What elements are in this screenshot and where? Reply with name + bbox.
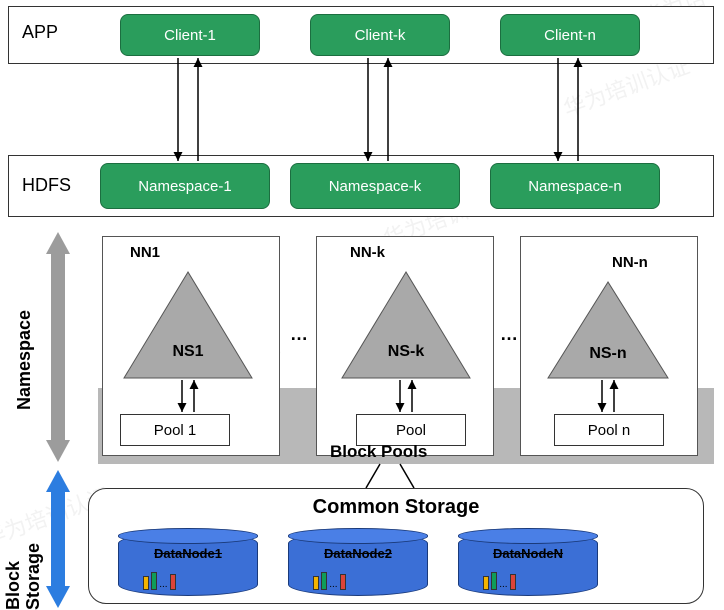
client-n-label: Client-n	[544, 27, 596, 44]
bars-n: ...	[483, 572, 515, 590]
client-box-k: Client-k	[310, 14, 450, 56]
hdfs-label: HDFS	[22, 175, 71, 196]
pool-1: Pool 1	[120, 414, 230, 446]
namespace-box-1: Namespace-1	[100, 163, 270, 209]
nnk-title: NN-k	[350, 244, 385, 261]
datanode-1: DataNode1 ...	[118, 532, 258, 596]
nnn-title: NN-n	[612, 254, 648, 271]
namespace-box-k: Namespace-k	[290, 163, 460, 209]
namespace-vert-label: Namespace	[14, 270, 35, 410]
namespace-box-n: Namespace-n	[490, 163, 660, 209]
datanode-n: DataNodeN ...	[458, 532, 598, 596]
datanode-2: DataNode2 ...	[288, 532, 428, 596]
dots-1: …	[290, 324, 308, 345]
client-1-label: Client-1	[164, 27, 216, 44]
nn1-title: NN1	[130, 244, 160, 261]
block-storage-vert-label: Block Storage	[4, 490, 44, 610]
bars-2: ...	[313, 572, 345, 590]
client-box-n: Client-n	[500, 14, 640, 56]
dots-2: …	[500, 324, 518, 345]
block-pools-label: Block Pools	[330, 442, 427, 462]
pool-n: Pool n	[554, 414, 664, 446]
ns-1-label: Namespace-1	[138, 178, 231, 195]
common-storage-title: Common Storage	[88, 496, 704, 519]
ns-n-label: Namespace-n	[528, 178, 621, 195]
bars-1: ...	[143, 572, 175, 590]
client-k-label: Client-k	[355, 27, 406, 44]
app-label: APP	[22, 22, 58, 43]
ns-k-label: Namespace-k	[329, 178, 422, 195]
client-box-1: Client-1	[120, 14, 260, 56]
